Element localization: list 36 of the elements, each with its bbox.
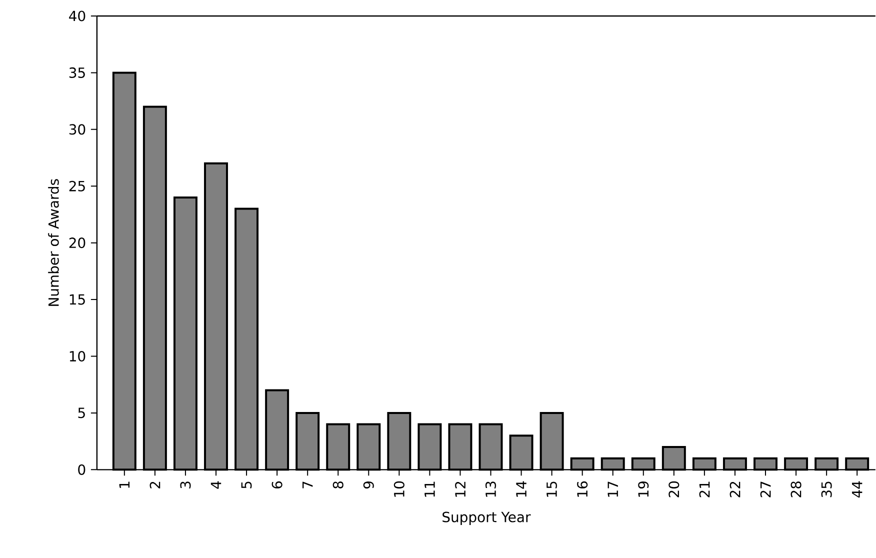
y-tick-label: 10 — [70, 351, 86, 362]
x-tick-label: 11 — [424, 482, 435, 497]
x-tick-label: 27 — [760, 482, 771, 498]
y-tick-label: 0 — [78, 464, 86, 476]
x-tick-label: 8 — [332, 482, 344, 489]
y-axis-title: Number of Awards — [48, 179, 59, 306]
x-tick-label: 13 — [485, 482, 496, 497]
x-tick-label: 20 — [668, 482, 680, 498]
y-tick-label: 15 — [70, 294, 85, 305]
x-tick-label: 14 — [516, 481, 526, 497]
x-tick-label: 4 — [210, 481, 222, 489]
y-tick-label: 5 — [78, 408, 85, 418]
x-tick-label: 3 — [180, 482, 191, 489]
x-axis-title: Support Year — [442, 512, 531, 526]
x-tick-label: 28 — [790, 482, 802, 498]
x-tick-label: 19 — [638, 482, 649, 497]
x-tick-label: 7 — [302, 482, 313, 488]
x-tick-label: 6 — [272, 482, 282, 489]
y-tick-label: 35 — [69, 68, 85, 78]
x-tick-label: 12 — [455, 482, 466, 497]
x-tick-label: 15 — [546, 482, 557, 497]
y-tick-label: 25 — [69, 181, 85, 192]
x-tick-label: 22 — [730, 482, 740, 498]
y-tick-label: 20 — [69, 238, 86, 248]
x-tick-label: 5 — [241, 482, 252, 488]
x-tick-label: 16 — [577, 482, 588, 497]
y-tick-label: 30 — [69, 124, 86, 135]
x-tick-label: 9 — [363, 482, 374, 489]
x-tick-label: 35 — [821, 482, 832, 498]
x-tick-label: 17 — [608, 482, 618, 497]
y-tick-label: 40 — [69, 10, 86, 22]
x-tick-label: 10 — [394, 482, 404, 497]
x-tick-label: 1 — [119, 482, 130, 488]
x-tick-label: 21 — [699, 482, 710, 498]
x-tick-label: 2 — [150, 482, 160, 489]
x-tick-label: 44 — [852, 481, 862, 498]
